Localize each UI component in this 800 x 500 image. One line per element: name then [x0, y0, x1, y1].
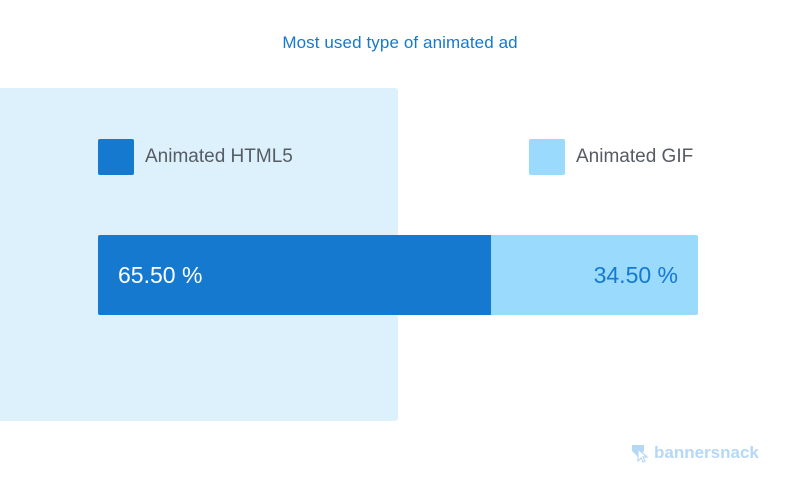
bar-segment-gif: 34.50 %: [491, 235, 698, 315]
stacked-bar: 65.50 % 34.50 %: [98, 235, 698, 315]
bar-value-label: 65.50 %: [118, 261, 203, 288]
legend-label: Animated HTML5: [145, 146, 293, 167]
legend-swatch-gif: [529, 139, 565, 175]
legend-item-html5: Animated HTML5: [98, 139, 293, 175]
legend-item-gif: Animated GIF: [529, 139, 693, 175]
legend-label: Animated GIF: [576, 146, 694, 167]
bar-segment-html5: 65.50 %: [98, 235, 491, 315]
brand-logo: bannersnack: [631, 443, 759, 463]
cursor-flag-icon: [632, 445, 649, 463]
bar-value-label: 34.50 %: [593, 261, 678, 288]
chart-title: Most used type of animated ad: [282, 33, 518, 52]
brand-name: bannersnack: [654, 443, 759, 462]
legend-swatch-html5: [98, 139, 134, 175]
